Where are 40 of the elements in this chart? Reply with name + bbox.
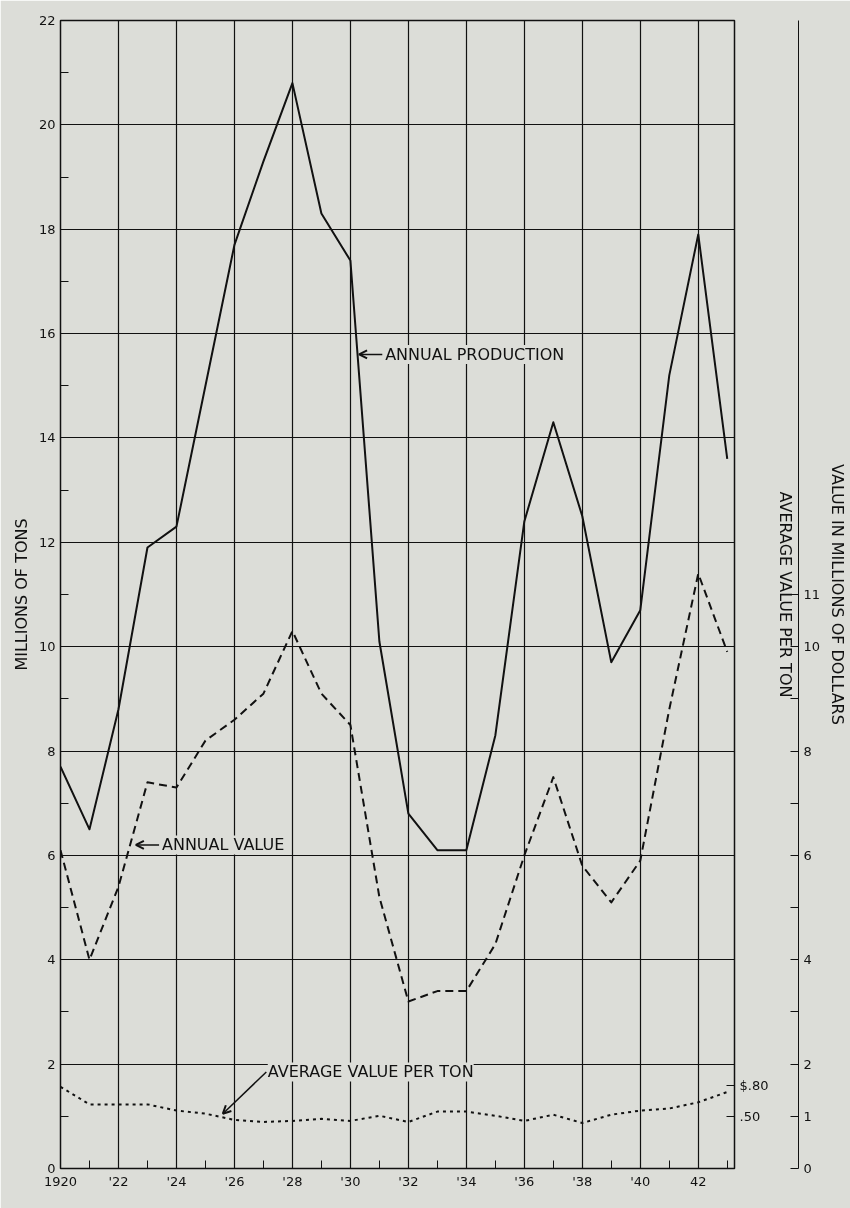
y2-tick-label: 2	[803, 1056, 812, 1072]
y-tick-label: 22	[38, 13, 56, 28]
annotation: AVERAGE VALUE PER TON	[267, 1062, 474, 1082]
y2-axis-title: VALUE IN MILLIONS OF DOLLARS	[828, 464, 848, 725]
x-tick-label: 1920	[43, 1173, 78, 1189]
y2-tick-label: 6	[803, 847, 812, 863]
annotation: ANNUAL PRODUCTION	[385, 344, 565, 364]
y2-tick-label: 8	[803, 743, 812, 759]
y-tick-label: 20	[38, 117, 56, 133]
y2-tick-label: 11	[803, 587, 821, 602]
y-tick-label: 18	[38, 221, 56, 237]
x-tick-label: '24	[166, 1173, 187, 1189]
x-tick-label: '22	[108, 1173, 129, 1189]
y-tick-label: 8	[47, 743, 56, 759]
annotation: ANNUAL VALUE	[161, 835, 285, 855]
y-tick-label: 0	[47, 1161, 56, 1176]
y-axis-title: MILLIONS OF TONS	[11, 518, 31, 671]
y2-tick-label: 10	[803, 639, 821, 655]
x-tick-label: '30	[340, 1173, 361, 1189]
y-tick-label: 14	[38, 430, 56, 446]
y-tick-label: 16	[38, 326, 56, 342]
y3-tick-label: $.80	[739, 1078, 769, 1094]
y-tick-label: 2	[47, 1056, 56, 1072]
x-tick-label: 42	[689, 1173, 707, 1189]
x-tick-label: '26	[224, 1173, 245, 1189]
x-tick-label: '32	[398, 1173, 419, 1189]
x-tick-label: '36	[514, 1173, 535, 1189]
y2-tick-label: 1	[803, 1108, 812, 1124]
y-tick-label: 4	[47, 952, 56, 968]
y2-tick-label: 0	[803, 1161, 812, 1176]
y3-axis-title: AVERAGE VALUE PER TON	[776, 491, 796, 698]
x-tick-label: '34	[456, 1173, 477, 1189]
y3-tick-label: .50	[739, 1109, 761, 1125]
x-tick-label: '28	[282, 1173, 303, 1189]
y-tick-label: 12	[38, 534, 56, 550]
y-tick-label: 10	[38, 639, 56, 655]
x-tick-label: '40	[630, 1173, 651, 1189]
y-tick-label: 6	[47, 847, 56, 863]
y2-tick-label: 4	[803, 952, 812, 968]
x-tick-label: '38	[572, 1173, 593, 1189]
